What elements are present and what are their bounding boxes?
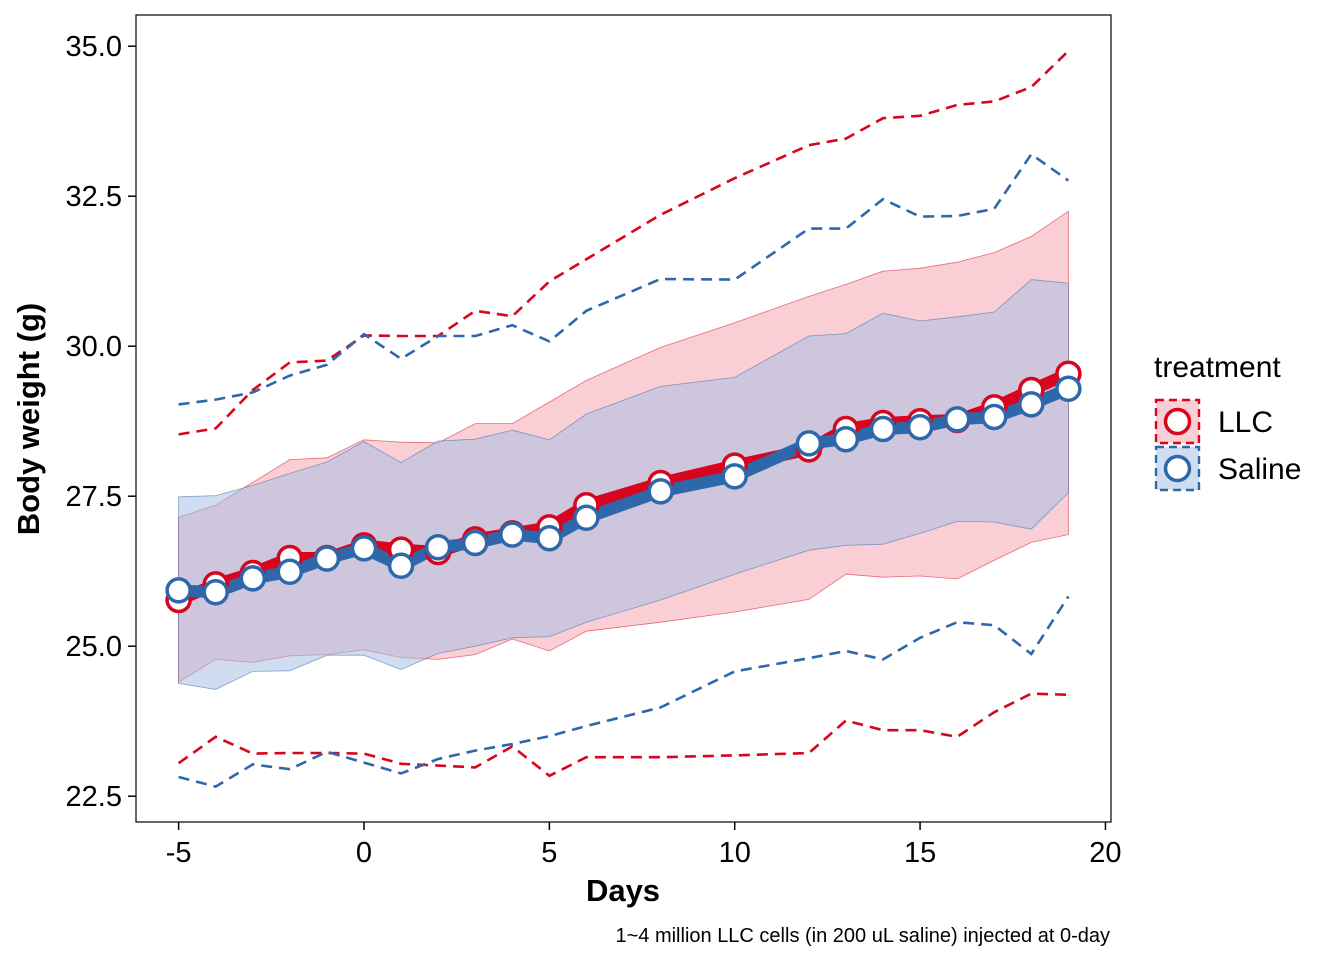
chart-caption: 1~4 million LLC cells (in 200 uL saline)… bbox=[615, 925, 1110, 947]
point-saline bbox=[313, 545, 341, 572]
series-layer bbox=[165, 50, 1082, 788]
upper-line-llc bbox=[178, 50, 1070, 436]
x-tick-label: 20 bbox=[1089, 837, 1121, 869]
y-tick-label: 25.0 bbox=[66, 631, 122, 663]
point-saline bbox=[202, 578, 229, 606]
ribbon-saline bbox=[178, 279, 1069, 690]
point-saline bbox=[906, 413, 934, 441]
y-tick-label: 32.5 bbox=[66, 181, 122, 213]
y-axis-title: Body weight (g) bbox=[11, 303, 46, 535]
mean-line-saline bbox=[178, 383, 1071, 599]
point-saline bbox=[499, 521, 526, 548]
point-saline bbox=[869, 415, 897, 443]
x-tick-label: 5 bbox=[541, 837, 557, 869]
y-tick-label: 30.0 bbox=[66, 331, 122, 363]
point-saline bbox=[795, 430, 823, 457]
y-axis: 22.5 25.0 27.5 30.0 32.5 35.0 bbox=[66, 31, 136, 813]
point-saline bbox=[1055, 375, 1082, 403]
legend-label-saline: Saline bbox=[1218, 453, 1301, 486]
point-saline bbox=[536, 524, 563, 552]
point-saline bbox=[461, 529, 489, 557]
lower-line-llc bbox=[177, 692, 1069, 778]
point-saline bbox=[165, 577, 192, 604]
legend-label-llc: LLC bbox=[1218, 406, 1273, 439]
y-tick-label: 22.5 bbox=[66, 781, 122, 813]
y-tick-label: 35.0 bbox=[66, 31, 122, 63]
point-saline bbox=[239, 565, 267, 592]
legend-title: treatment bbox=[1154, 351, 1281, 384]
point-saline bbox=[832, 425, 860, 453]
legend-marker-llc bbox=[1163, 407, 1192, 436]
point-saline bbox=[980, 403, 1008, 431]
legend-marker-saline bbox=[1163, 454, 1192, 483]
point-saline bbox=[424, 533, 452, 561]
x-axis-title: Days bbox=[586, 873, 660, 908]
point-saline bbox=[276, 558, 304, 586]
legend-item-llc: LLC bbox=[1154, 398, 1273, 445]
point-saline bbox=[647, 478, 674, 505]
point-saline bbox=[943, 406, 971, 433]
legend-items: LLC Saline bbox=[1154, 398, 1301, 492]
point-saline bbox=[721, 463, 748, 490]
y-tick-label: 27.5 bbox=[66, 481, 122, 513]
legend-key-saline bbox=[1154, 445, 1201, 492]
x-tick-label: 10 bbox=[719, 837, 751, 869]
lower-line-saline bbox=[178, 595, 1070, 788]
x-tick-label: -5 bbox=[166, 837, 192, 869]
x-tick-label: 15 bbox=[904, 837, 936, 869]
plot-border bbox=[135, 14, 1112, 823]
point-saline bbox=[350, 535, 378, 562]
point-saline bbox=[1018, 391, 1045, 418]
x-tick-label: 0 bbox=[356, 837, 372, 869]
upper-line-saline bbox=[178, 152, 1070, 406]
point-saline bbox=[573, 504, 600, 532]
x-axis: -5 0 5 10 15 20 bbox=[166, 822, 1122, 869]
legend: treatment LLC Saline bbox=[1154, 351, 1301, 492]
legend-item-saline: Saline bbox=[1154, 445, 1301, 492]
point-saline bbox=[387, 552, 415, 580]
